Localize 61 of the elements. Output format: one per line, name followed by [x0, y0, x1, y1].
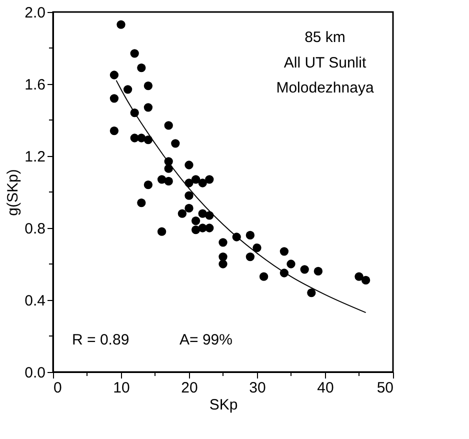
- y-tick-label: 0.0: [24, 364, 46, 382]
- point: [280, 247, 289, 256]
- point: [246, 252, 255, 262]
- point: [218, 238, 228, 247]
- point: [184, 191, 194, 200]
- point: [157, 227, 166, 236]
- point: [191, 225, 200, 234]
- point: [191, 175, 200, 184]
- y-tick-label: 0.4: [24, 292, 46, 310]
- y-tick-label: 0.8: [24, 220, 46, 238]
- point: [314, 266, 323, 276]
- point: [164, 176, 173, 186]
- point: [307, 288, 316, 298]
- point: [164, 164, 173, 173]
- point: [137, 198, 146, 208]
- point: [144, 180, 153, 190]
- x-tick-label: 40: [317, 380, 334, 396]
- point: [144, 135, 153, 144]
- point: [205, 224, 214, 232]
- point: [218, 252, 228, 262]
- point: [184, 204, 194, 213]
- y-tick-label: 2.0: [24, 4, 46, 22]
- point: [137, 63, 146, 72]
- annotation: All UT Sunlit: [284, 54, 367, 72]
- annotation: A= 99%: [180, 332, 232, 349]
- point: [157, 175, 166, 184]
- point: [184, 160, 194, 170]
- point: [110, 126, 119, 136]
- point: [246, 230, 255, 240]
- annotation: 85 km: [304, 29, 346, 46]
- point: [191, 216, 200, 226]
- point: [130, 49, 139, 58]
- y-tick-label: 1.6: [24, 76, 46, 94]
- annotation: R = 0.89: [72, 332, 130, 349]
- point: [144, 103, 153, 112]
- annotation: Molodezhnaya: [276, 80, 374, 97]
- point: [205, 175, 214, 184]
- y-axis-title: g(SKp): [4, 169, 22, 216]
- point: [116, 20, 126, 29]
- point: [110, 94, 119, 103]
- point: [198, 178, 207, 188]
- point: [300, 265, 309, 274]
- point: [259, 272, 268, 281]
- point: [123, 85, 132, 94]
- y-tick-label: 1.2: [24, 148, 46, 166]
- x-tick-label: 30: [249, 380, 266, 396]
- point: [218, 260, 228, 268]
- x-tick-label: 10: [113, 380, 130, 396]
- point: [110, 70, 119, 80]
- point: [178, 209, 187, 218]
- x-tick-label: 0: [54, 380, 62, 396]
- x-tick-label: 50: [376, 380, 394, 396]
- point: [171, 139, 180, 148]
- point: [252, 243, 262, 252]
- point: [361, 276, 370, 285]
- point: [286, 260, 296, 268]
- point: [164, 121, 173, 130]
- x-axis-title: SKp: [209, 396, 238, 414]
- point: [144, 81, 153, 90]
- x-tick-label: 20: [181, 380, 198, 396]
- point: [354, 272, 364, 281]
